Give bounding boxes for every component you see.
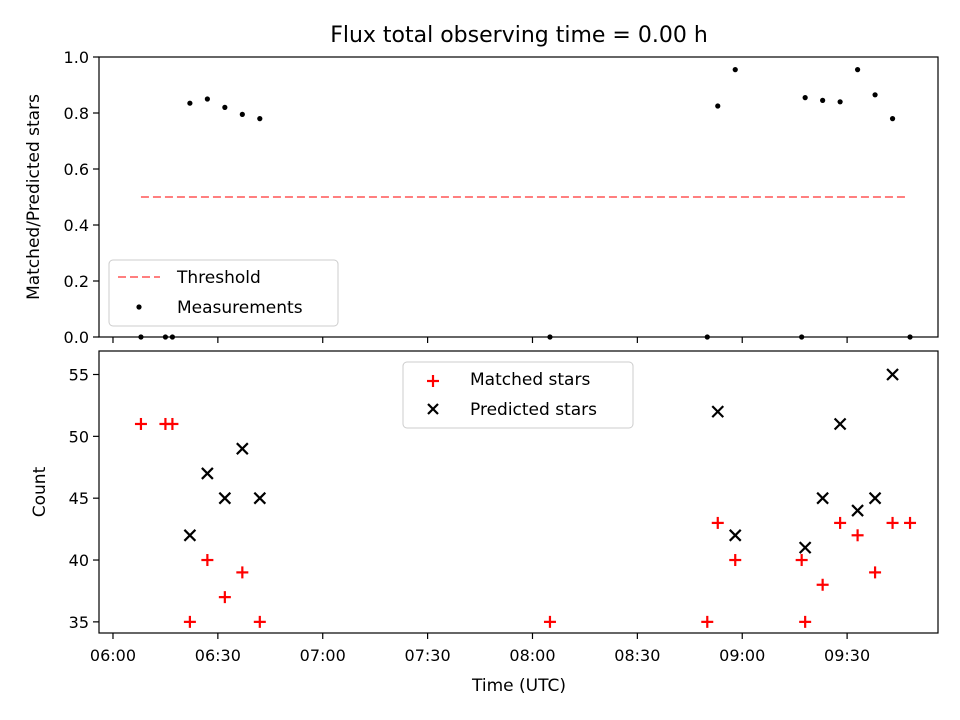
bottom-marks bbox=[134, 368, 917, 628]
matched-star-point bbox=[183, 615, 196, 628]
top-legend: Threshold Measurements bbox=[108, 259, 339, 327]
predicted-star-point bbox=[798, 541, 812, 554]
top-legend-box bbox=[108, 259, 339, 327]
top-y-tick-label: 0.0 bbox=[64, 328, 89, 347]
measurement-point bbox=[187, 100, 193, 106]
x-axis-label: Time (UTC) bbox=[471, 676, 566, 696]
x-tick-label: 07:00 bbox=[300, 646, 346, 665]
top-y-tick-label: 0.4 bbox=[64, 216, 89, 235]
measurement-point bbox=[820, 97, 826, 103]
matched-star-point bbox=[851, 529, 864, 542]
bottom-y-tick-label: 40 bbox=[69, 551, 89, 570]
legend-matched-label: Matched stars bbox=[470, 370, 590, 390]
measurement-point bbox=[889, 116, 896, 122]
matched-star-point bbox=[834, 516, 847, 529]
bottom-axes-frame bbox=[98, 350, 939, 634]
measurement-point bbox=[239, 111, 245, 117]
bottom-y-tick-label: 55 bbox=[69, 366, 89, 385]
matched-star-point bbox=[134, 417, 147, 430]
predicted-star-point bbox=[868, 491, 882, 505]
legend-matched-swatch bbox=[427, 375, 439, 387]
predicted-star-point bbox=[728, 529, 742, 542]
top-y-tick-label: 0.8 bbox=[64, 104, 89, 123]
bottom-y-tick-label: 50 bbox=[69, 427, 89, 446]
x-tick-label: 08:30 bbox=[614, 646, 660, 665]
matched-star-point bbox=[904, 516, 917, 529]
matched-star-point bbox=[701, 615, 714, 628]
bottom-legend-box bbox=[402, 361, 634, 429]
x-tick-label: 07:30 bbox=[405, 646, 451, 665]
top-y-ticks: 0.0 0.2 0.4 0.6 0.8 1.0 bbox=[64, 48, 99, 347]
measurement-point bbox=[222, 104, 228, 110]
measurement-point bbox=[837, 99, 843, 105]
measurement-point bbox=[854, 67, 861, 73]
predicted-star-point bbox=[851, 504, 864, 517]
measurement-point bbox=[715, 103, 721, 109]
measurement-point bbox=[872, 92, 878, 98]
predicted-star-point bbox=[201, 467, 214, 480]
matched-star-point bbox=[886, 516, 899, 529]
matched-star-point bbox=[201, 554, 214, 567]
legend-predicted-swatch bbox=[427, 403, 439, 415]
matched-star-point bbox=[816, 578, 829, 591]
top-y-tick-label: 0.6 bbox=[64, 160, 89, 179]
legend-predicted-label: Predicted stars bbox=[470, 400, 597, 420]
matched-star-point bbox=[799, 615, 812, 628]
x-tick-label: 08:00 bbox=[509, 646, 555, 665]
measurement-point bbox=[802, 95, 808, 101]
predicted-star-point bbox=[236, 442, 249, 455]
x-tick-label: 06:30 bbox=[195, 646, 241, 665]
top-marks bbox=[138, 67, 913, 340]
predicted-star-point bbox=[711, 405, 725, 418]
predicted-star-point bbox=[218, 491, 232, 505]
bottom-y-tick-label: 45 bbox=[69, 489, 89, 508]
top-y-axis-label: Matched/Predicted stars bbox=[24, 94, 44, 300]
legend-measurements-swatch bbox=[136, 304, 142, 310]
bottom-legend: Matched stars Predicted stars bbox=[402, 361, 634, 429]
measurement-point bbox=[257, 116, 263, 122]
legend-measurements-label: Measurements bbox=[177, 298, 303, 318]
matched-star-point bbox=[711, 516, 724, 529]
bottom-panel: 35 40 45 50 55 06:00 06:30 07:00 07:30 08:00 08:3… bbox=[30, 350, 939, 696]
predicted-star-point bbox=[253, 491, 267, 505]
bottom-y-ticks: 35 40 45 50 55 bbox=[69, 366, 99, 632]
predicted-star-point bbox=[886, 368, 899, 381]
x-tick-label: 09:30 bbox=[824, 646, 870, 665]
measurement-point bbox=[204, 96, 210, 102]
bottom-y-axis-label: Count bbox=[30, 466, 50, 517]
bottom-y-tick-label: 35 bbox=[69, 613, 89, 632]
matched-star-point bbox=[236, 566, 249, 579]
predicted-star-point bbox=[816, 491, 829, 505]
matched-star-point bbox=[543, 615, 556, 628]
top-x-ticks bbox=[112, 337, 848, 343]
x-tick-label: 09:00 bbox=[719, 646, 765, 665]
chart-title: Flux total observing time = 0.00 h bbox=[330, 23, 708, 48]
predicted-star-point bbox=[183, 529, 197, 542]
x-tick-label: 06:00 bbox=[90, 646, 136, 665]
matched-star-point bbox=[795, 554, 808, 567]
matched-star-point bbox=[869, 566, 882, 579]
matched-star-point bbox=[729, 554, 742, 567]
top-axes-frame bbox=[98, 56, 939, 338]
measurement-point bbox=[732, 67, 738, 73]
top-y-tick-label: 1.0 bbox=[64, 48, 89, 67]
matched-star-point bbox=[253, 615, 266, 628]
top-y-tick-label: 0.2 bbox=[64, 272, 89, 291]
predicted-star-point bbox=[833, 417, 847, 431]
bottom-x-ticks: 06:00 06:30 07:00 07:30 08:00 08:30 09:00 09:30 bbox=[90, 633, 870, 665]
matched-star-point bbox=[218, 591, 231, 604]
matched-star-point bbox=[166, 417, 179, 430]
legend-threshold-label: Threshold bbox=[176, 268, 261, 288]
top-panel: 0.0 0.2 0.4 0.6 0.8 1.0 Matched/Predicted sta… bbox=[24, 48, 939, 347]
